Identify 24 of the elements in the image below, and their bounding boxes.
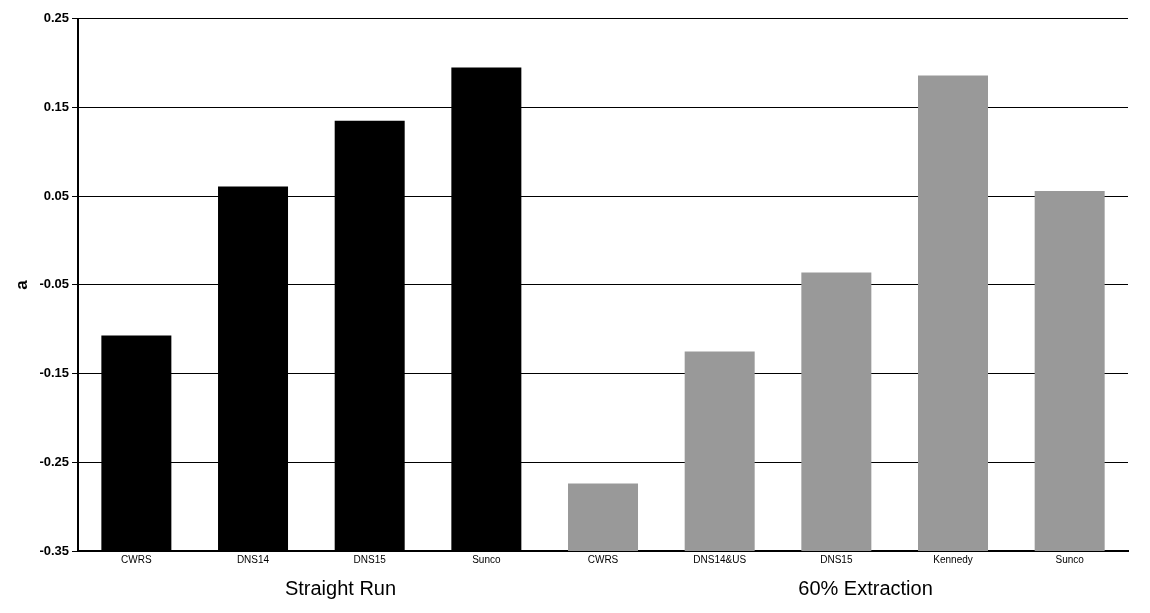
bar [568, 483, 639, 551]
x-tick-label: Sunco [472, 553, 501, 565]
text: 60% Extraction [798, 576, 933, 599]
x-tick-label: DNS15 [353, 553, 387, 565]
x-tick-label: Sunco [1055, 553, 1085, 565]
x-tick-label: CWRS [587, 553, 619, 565]
y-tick-label: -0.25 [39, 453, 70, 469]
y-tick-label: 0.15 [43, 99, 70, 115]
x-tick-label: Kennedy [933, 553, 973, 565]
bar [918, 75, 988, 551]
text: Straight Run [284, 576, 397, 599]
y-axis-title: a [11, 279, 31, 290]
y-tick-label: -0.05 [39, 276, 70, 292]
bar [1034, 190, 1105, 551]
x-tick-label: DNS15 [820, 553, 853, 565]
y-tick-label: 0.25 [43, 10, 70, 26]
y-tick-label: 0.05 [43, 187, 70, 203]
y-tick-label: -0.35 [39, 542, 70, 558]
x-tick-label: CWRS [121, 553, 152, 565]
bar [684, 351, 755, 551]
x-tick-label: DNS14 [236, 553, 270, 565]
y-tick-label: -0.15 [39, 365, 70, 381]
x-tick-label: DNS14&US [693, 553, 747, 565]
bar [801, 272, 872, 551]
